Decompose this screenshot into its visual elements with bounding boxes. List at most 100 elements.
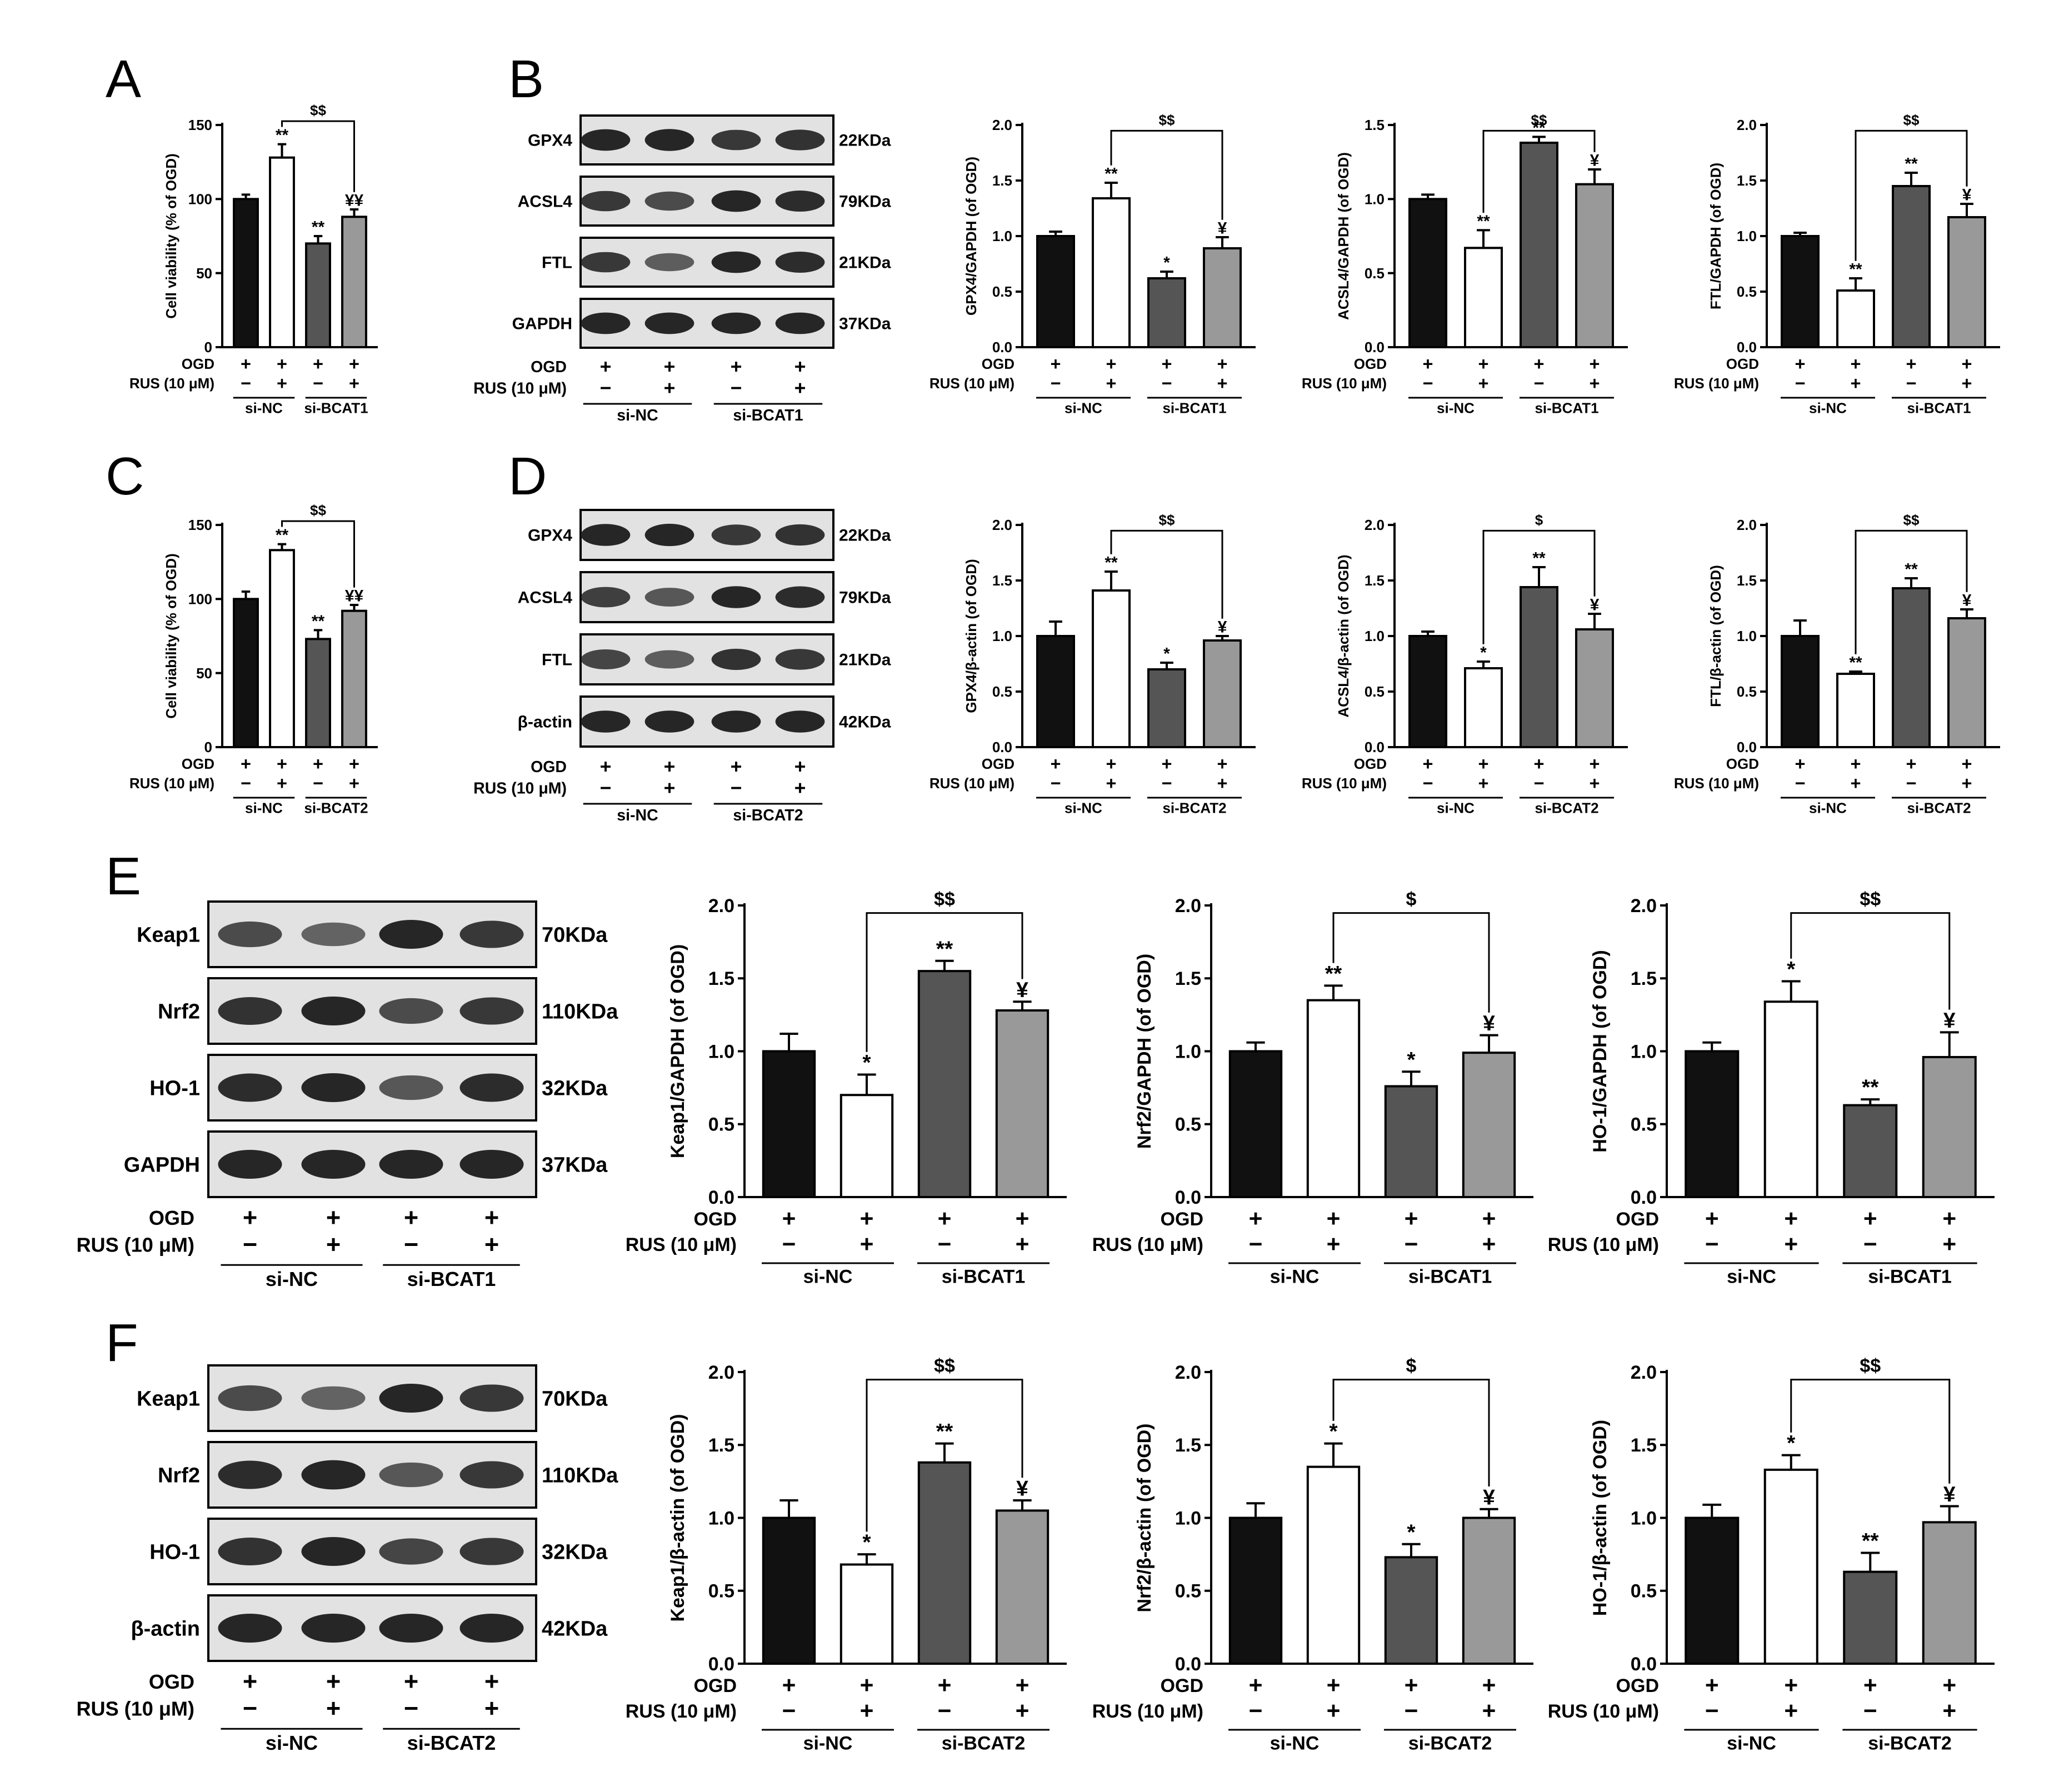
kda-label: 79KDa [839, 589, 891, 607]
significance-mark-3: ** [1532, 119, 1546, 137]
panel-letter-c: C [106, 447, 144, 506]
bar-1 [1781, 635, 1820, 748]
bar-1 [1408, 198, 1447, 348]
bar-3 [1520, 586, 1558, 748]
band-nrf2-lane-2 [301, 997, 366, 1025]
significance-mark-2: ** [1477, 212, 1490, 231]
ogd-mark: + [277, 754, 287, 774]
band-ho-1-lane-3 [379, 1538, 443, 1565]
band-acsl4-lane-3 [711, 586, 761, 608]
rus-mark: + [1016, 1232, 1030, 1258]
y-tick-label: 1.0 [1737, 228, 1757, 244]
rus-mark: − [1249, 1698, 1263, 1724]
y-tick-label: 1.0 [992, 228, 1012, 244]
rus-mark: + [1478, 773, 1489, 793]
error-bar-4 [1480, 1034, 1498, 1053]
significance-mark-4: ¥ [1590, 152, 1600, 170]
ogd-mark: + [1863, 1673, 1877, 1699]
y-axis-title: Cell viability (% of OGD) [163, 153, 179, 319]
band-label-acsl4: ACSL4 [518, 589, 573, 607]
comparison-bracket [1790, 1379, 1951, 1484]
error-bar-4 [1960, 608, 1973, 618]
bar-2 [1464, 667, 1503, 748]
band-keap1-lane-2 [301, 1386, 366, 1410]
ogd-mark: + [349, 354, 359, 374]
kda-label: 37KDa [542, 1153, 608, 1177]
band-ftl-lane-2 [644, 650, 694, 669]
rus-mark: + [1962, 373, 1972, 393]
group-label-si-nc: si-NC [1809, 799, 1847, 816]
bracket-label: $ [1406, 889, 1417, 910]
rus-mark: − [1534, 773, 1545, 793]
rus-label: RUS (10 μM) [929, 375, 1014, 392]
panel-letter-f: F [106, 1313, 138, 1373]
ogd-label: OGD [1616, 1209, 1659, 1230]
y-axis-title: FTL/GAPDH (of OGD) [1707, 163, 1724, 309]
ogd-mark: + [664, 755, 676, 778]
ogd-mark: + [241, 354, 251, 374]
bracket-label: $$ [934, 1355, 955, 1376]
bracket-label: $$ [310, 102, 326, 119]
group-label-si-bcat2: si-BCAT2 [942, 1733, 1026, 1754]
ogd-mark: + [277, 354, 287, 374]
rus-mark: − [404, 1230, 418, 1259]
bar-1 [1685, 1050, 1740, 1198]
kda-label: 32KDa [542, 1077, 608, 1100]
bar-2 [839, 1094, 894, 1198]
ogd-label: OGD [531, 758, 567, 776]
error-bar-1 [779, 1499, 798, 1518]
y-tick-label: 1.0 [1631, 1508, 1657, 1529]
rus-mark: + [1478, 373, 1489, 393]
bar-3 [305, 638, 331, 749]
bar-3 [1384, 1085, 1438, 1198]
blot-row-ftl: FTL 21KDa [542, 237, 891, 288]
rus-mark: + [1851, 773, 1861, 793]
blot-row-ho-1: HO-1 32KDa [149, 1518, 608, 1585]
kda-label: 21KDa [839, 651, 891, 669]
y-tick-label: 1.0 [1737, 628, 1757, 644]
error-bar-2 [1477, 660, 1490, 668]
y-tick-label: 2.0 [1175, 1362, 1201, 1383]
band-beta-actin-lane-3 [379, 1614, 443, 1643]
band-acsl4-lane-1 [581, 191, 631, 212]
bracket-label: $ [1535, 512, 1543, 528]
rus-mark: − [600, 377, 612, 399]
blot-panel-f: Keap1 70KDa Nrf2 110KDa HO-1 32KDa β-actin 42KD… [76, 1364, 618, 1754]
ogd-mark: + [1784, 1206, 1798, 1232]
group-label-si-nc: si-NC [1065, 399, 1102, 416]
rus-mark: − [600, 777, 612, 799]
rus-label: RUS (10 μM) [129, 375, 214, 392]
bar-3 [1147, 668, 1186, 748]
error-bar-1 [241, 590, 251, 599]
band-label-beta-actin: β-actin [131, 1617, 200, 1640]
error-bar-1 [1246, 1041, 1265, 1052]
error-bar-3 [313, 235, 323, 244]
rus-mark: − [243, 1694, 257, 1723]
rus-mark: − [241, 373, 251, 393]
significance-mark-2: * [1787, 958, 1796, 982]
y-tick-label: 50 [196, 265, 212, 282]
error-bar-2 [857, 1073, 876, 1095]
ogd-mark: + [664, 356, 676, 378]
band-ftl-lane-3 [711, 648, 761, 670]
ogd-label: OGD [149, 1670, 194, 1693]
bar-3 [1892, 587, 1931, 748]
y-tick-label: 0.5 [708, 1114, 734, 1135]
band-gpx4-lane-4 [775, 129, 825, 151]
chart-c-viability: 0 50 100 150 Cell viability (% of OGD) ** ** ¥¥… [129, 502, 378, 816]
significance-mark-2: ** [1105, 554, 1118, 572]
ogd-mark: + [1962, 754, 1972, 774]
band-nrf2-lane-4 [459, 997, 524, 1025]
y-tick-label: 1.0 [1631, 1041, 1657, 1062]
blot-row-beta-actin: β-actin 42KDa [518, 695, 891, 748]
kda-label: 70KDa [542, 923, 608, 947]
group-label-si-nc: si-NC [617, 807, 658, 824]
error-bar-2 [1849, 277, 1862, 291]
rus-label: RUS (10 μM) [1092, 1234, 1203, 1255]
ogd-mark: + [1217, 754, 1228, 774]
rus-label: RUS (10 μM) [129, 775, 214, 792]
